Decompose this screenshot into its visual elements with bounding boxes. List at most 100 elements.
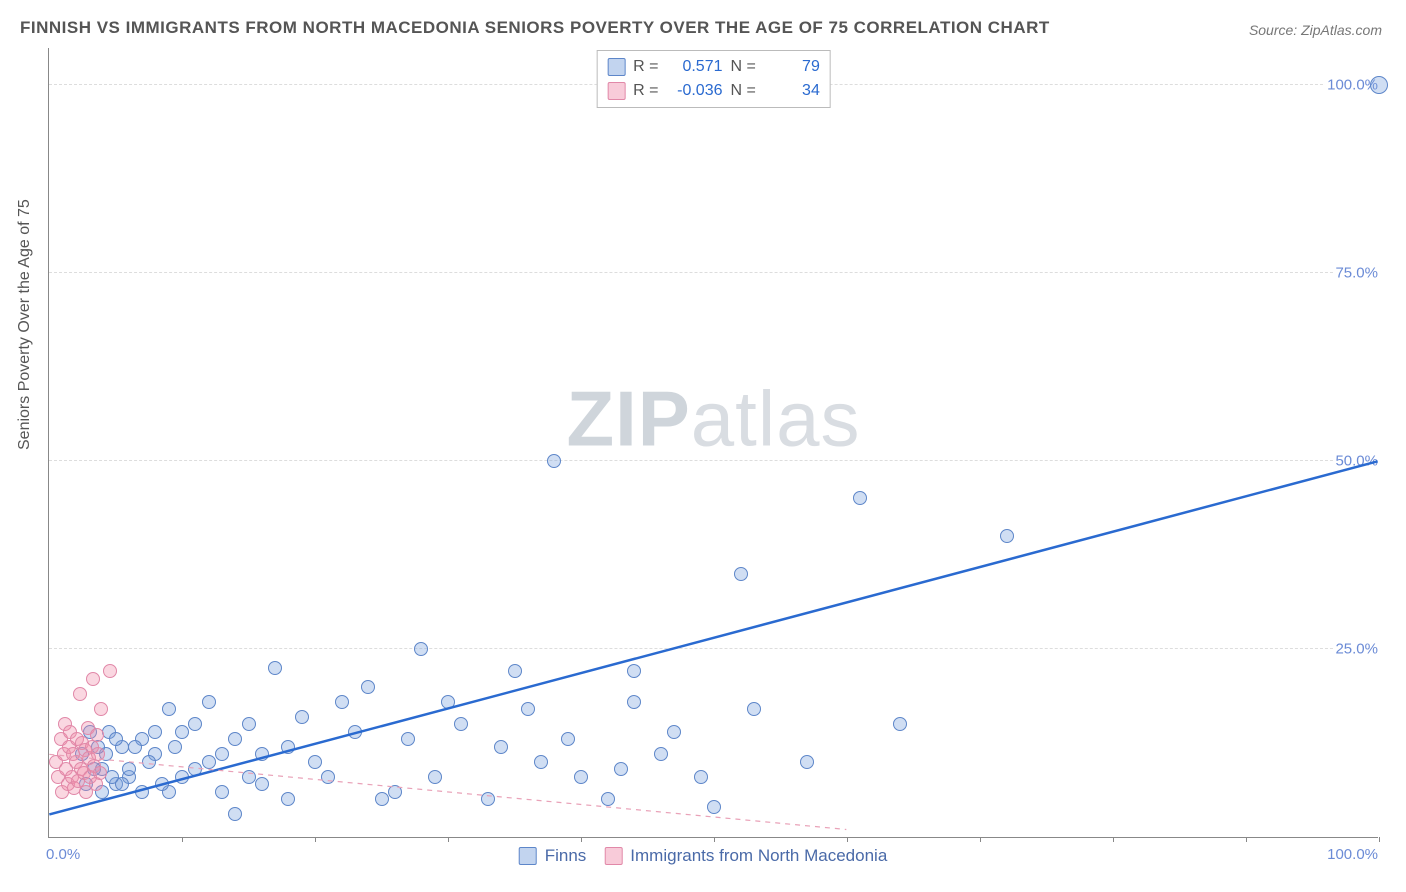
legend-row-macedonia: R = -0.036 N = 34 <box>607 79 820 103</box>
data-point <box>202 695 216 709</box>
data-point <box>105 770 119 784</box>
data-point <box>242 717 256 731</box>
data-point <box>401 732 415 746</box>
data-point <box>135 785 149 799</box>
data-point <box>614 762 628 776</box>
data-point <box>308 755 322 769</box>
data-point <box>747 702 761 716</box>
data-point <box>348 725 362 739</box>
data-point <box>388 785 402 799</box>
source-attribution: Source: ZipAtlas.com <box>1249 22 1382 38</box>
data-point <box>215 785 229 799</box>
data-point <box>202 755 216 769</box>
data-point <box>90 728 104 742</box>
data-point <box>281 740 295 754</box>
data-point <box>188 762 202 776</box>
data-point <box>601 792 615 806</box>
chart-title: FINNISH VS IMMIGRANTS FROM NORTH MACEDON… <box>20 18 1050 38</box>
data-point <box>521 702 535 716</box>
data-point <box>375 792 389 806</box>
data-point <box>168 740 182 754</box>
n-value-finns: 79 <box>764 58 820 76</box>
legend-item-macedonia: Immigrants from North Macedonia <box>604 846 887 866</box>
x-tick-mark <box>315 837 316 842</box>
data-point <box>73 687 87 701</box>
x-tick-mark <box>847 837 848 842</box>
data-point <box>454 717 468 731</box>
legend-item-finns: Finns <box>519 846 587 866</box>
correlation-legend: R = 0.571 N = 79 R = -0.036 N = 34 <box>596 50 831 108</box>
data-point <box>481 792 495 806</box>
data-point <box>94 702 108 716</box>
r-value-finns: 0.571 <box>667 58 723 76</box>
data-point <box>1000 529 1014 543</box>
data-point <box>175 770 189 784</box>
gridline: 50.0% <box>49 460 1378 461</box>
data-point <box>215 747 229 761</box>
gridline: 25.0% <box>49 648 1378 649</box>
n-value-macedonia: 34 <box>764 82 820 100</box>
data-point <box>707 800 721 814</box>
data-point <box>128 740 142 754</box>
data-point <box>155 777 169 791</box>
data-point <box>281 792 295 806</box>
data-point <box>853 491 867 505</box>
data-point <box>361 680 375 694</box>
data-point <box>734 567 748 581</box>
data-point <box>148 725 162 739</box>
x-tick-mark <box>714 837 715 842</box>
series-legend: Finns Immigrants from North Macedonia <box>519 846 888 866</box>
data-point <box>667 725 681 739</box>
data-point <box>654 747 668 761</box>
x-tick-mark <box>980 837 981 842</box>
data-point <box>494 740 508 754</box>
n-label: N = <box>731 82 756 100</box>
watermark: ZIPatlas <box>566 373 860 464</box>
trend-line <box>49 461 1377 814</box>
swatch-blue-icon <box>607 58 625 76</box>
data-point <box>561 732 575 746</box>
data-point <box>268 661 282 675</box>
data-point <box>428 770 442 784</box>
data-point <box>335 695 349 709</box>
data-point <box>228 807 242 821</box>
data-point <box>321 770 335 784</box>
data-point <box>255 747 269 761</box>
data-point <box>508 664 522 678</box>
data-point <box>162 702 176 716</box>
data-point <box>800 755 814 769</box>
x-tick-mark <box>448 837 449 842</box>
n-label: N = <box>731 58 756 76</box>
data-point <box>175 725 189 739</box>
data-point <box>91 747 105 761</box>
x-tick-mark <box>1379 837 1380 842</box>
data-point <box>574 770 588 784</box>
swatch-blue-icon <box>519 847 537 865</box>
data-point <box>441 695 455 709</box>
data-point <box>93 766 107 780</box>
data-point <box>228 732 242 746</box>
data-point <box>188 717 202 731</box>
data-point <box>534 755 548 769</box>
data-point <box>547 454 561 468</box>
data-point <box>1370 76 1388 94</box>
x-tick-mark <box>182 837 183 842</box>
legend-label: Finns <box>545 846 587 866</box>
legend-label: Immigrants from North Macedonia <box>630 846 887 866</box>
y-axis-label: Seniors Poverty Over the Age of 75 <box>16 199 34 450</box>
data-point <box>694 770 708 784</box>
x-tick-mark <box>1113 837 1114 842</box>
data-point <box>255 777 269 791</box>
data-point <box>109 732 123 746</box>
swatch-pink-icon <box>604 847 622 865</box>
x-axis-min-label: 0.0% <box>46 846 80 863</box>
y-tick-label: 50.0% <box>1333 452 1380 469</box>
data-point <box>142 755 156 769</box>
data-point <box>122 762 136 776</box>
data-point <box>627 695 641 709</box>
data-point <box>893 717 907 731</box>
data-point <box>86 672 100 686</box>
x-tick-mark <box>581 837 582 842</box>
gridline: 75.0% <box>49 272 1378 273</box>
watermark-rest: atlas <box>691 374 861 462</box>
